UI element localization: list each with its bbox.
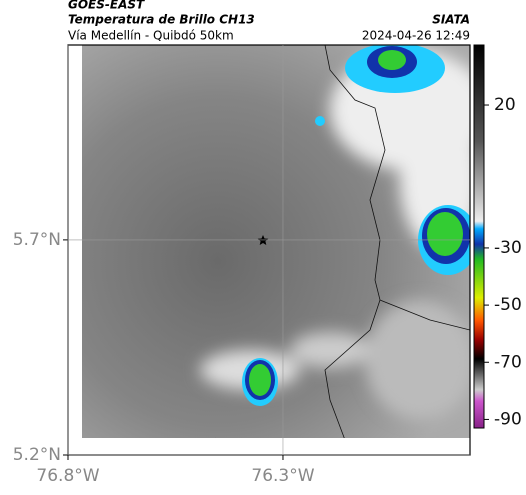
lon-tick-label: 76.8°W <box>36 466 99 486</box>
route: Vía Medellín - Quibdó 50km <box>68 29 234 43</box>
colorbar-tick-label: -30 <box>494 238 522 258</box>
colorbar-tick-label: 20 <box>494 95 516 115</box>
product: Temperatura de Brillo CH13 <box>68 13 255 27</box>
colorbar-tick-label: -50 <box>494 295 522 315</box>
colorbar-tick-label: -90 <box>494 409 522 429</box>
source: SIATA <box>432 13 470 27</box>
colorbar-tick-label: -70 <box>494 352 522 372</box>
lon-tick-label: 76.3°W <box>251 466 314 486</box>
satellite: GOES-EAST <box>68 0 145 12</box>
datetime: 2024-04-26 12:49 <box>362 29 470 43</box>
colorbar <box>473 44 485 429</box>
lat-tick-label: 5.2°N <box>13 445 61 465</box>
satellite-image <box>82 45 470 438</box>
lat-tick-label: 5.7°N <box>13 230 61 250</box>
